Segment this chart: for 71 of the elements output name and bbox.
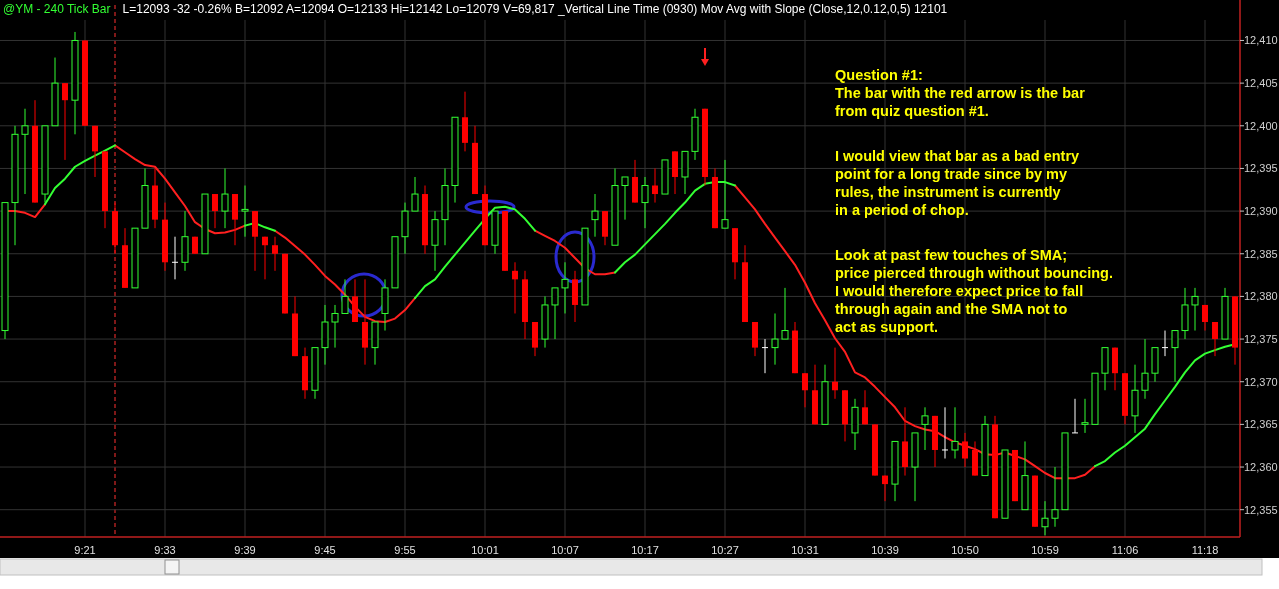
y-tick-label: 12,375 (1244, 332, 1278, 345)
y-tick-label: 12,395 (1244, 162, 1278, 175)
x-tick-label: 11:06 (1111, 544, 1139, 556)
candlestick (1212, 321, 1218, 357)
x-tick-label: 10:01 (471, 544, 499, 556)
y-tick-label: 12,360 (1244, 460, 1278, 473)
chart-title: @YM - 240 Tick Bar (3, 2, 111, 16)
candlestick (411, 176, 419, 212)
candlestick (1071, 398, 1079, 434)
y-tick-label: 12,410 (1244, 34, 1278, 47)
candlestick (862, 389, 868, 425)
candlestick (1202, 304, 1208, 332)
candlestick (1191, 287, 1199, 332)
y-tick-label: 12,365 (1244, 418, 1278, 431)
candlestick (262, 236, 268, 280)
x-tick-label: 9:33 (154, 544, 176, 556)
candlestick (512, 261, 518, 314)
candlestick (272, 236, 278, 272)
candlestick (561, 261, 569, 314)
candlestick (652, 167, 658, 204)
x-tick-label: 10:17 (631, 544, 659, 556)
candlestick (771, 312, 779, 366)
candlestick (551, 287, 559, 340)
candlestick (591, 193, 599, 238)
x-tick-label: 10:27 (711, 544, 739, 556)
candlestick (62, 82, 68, 161)
annotation: Look at past few touches of SMA; price pierced through without bouncing. I would therefore expect price to fall through again and the SMA not to act as support. (835, 247, 1113, 335)
candlestick (641, 176, 649, 229)
y-tick-label: 12,370 (1244, 375, 1278, 388)
candlestick (962, 432, 968, 468)
candlestick (951, 406, 959, 460)
x-tick-label: 10:50 (951, 544, 979, 556)
x-tick-label: 9:55 (394, 544, 416, 556)
candlestick (221, 167, 229, 229)
annotation: Question #1: The bar with the red arrow is the bar from quiz question #1. (835, 67, 1086, 119)
candlestick (721, 159, 729, 229)
candlestick (331, 304, 339, 349)
candlestick (171, 236, 179, 280)
candlestick (621, 176, 629, 221)
candlestick (882, 475, 888, 502)
candlestick (832, 347, 838, 400)
x-tick-label: 10:07 (551, 544, 579, 556)
x-tick-label: 9:39 (234, 544, 256, 556)
candlestick (1141, 338, 1149, 400)
y-tick-label: 12,390 (1244, 204, 1278, 217)
x-tick-label: 10:31 (791, 544, 819, 556)
candlestick (1051, 466, 1059, 528)
x-tick-label: 11:18 (1191, 544, 1219, 556)
candlestick (941, 406, 949, 460)
candlestick (21, 108, 29, 195)
y-tick-label: 12,400 (1244, 119, 1278, 132)
candlestick (1081, 398, 1089, 434)
x-tick-label: 10:39 (871, 544, 899, 556)
candlestick (212, 193, 218, 229)
annotation: I would view that bar as a bad entry point for a long trade since by my rules, the instrument is currently in a period of chop. (835, 148, 1080, 218)
candlestick (781, 287, 789, 340)
x-tick-label: 9:45 (314, 544, 336, 556)
y-tick-label: 12,355 (1244, 503, 1278, 516)
candlestick (802, 372, 808, 408)
y-tick-label: 12,385 (1244, 247, 1278, 260)
candlestick (1041, 500, 1049, 536)
y-tick-label: 12,405 (1244, 76, 1278, 89)
candlestick (1161, 330, 1169, 357)
x-tick-label: 10:59 (1031, 544, 1059, 556)
candlestick (921, 406, 929, 451)
candlestick (1171, 330, 1179, 383)
x-tick-label: 9:21 (74, 544, 96, 556)
candlestick (241, 185, 249, 238)
chart-subtitle: L=12093 -32 -0.26% B=12092 A=12094 O=12133 Hi=12142 Lo=12079 V=69,817 _Vertical Line Time (0930) Mov Avg with Slope (Close,12,0.12,0,5) 12101 (122, 2, 948, 16)
candlestick (761, 338, 769, 374)
y-tick-label: 12,380 (1244, 290, 1278, 303)
